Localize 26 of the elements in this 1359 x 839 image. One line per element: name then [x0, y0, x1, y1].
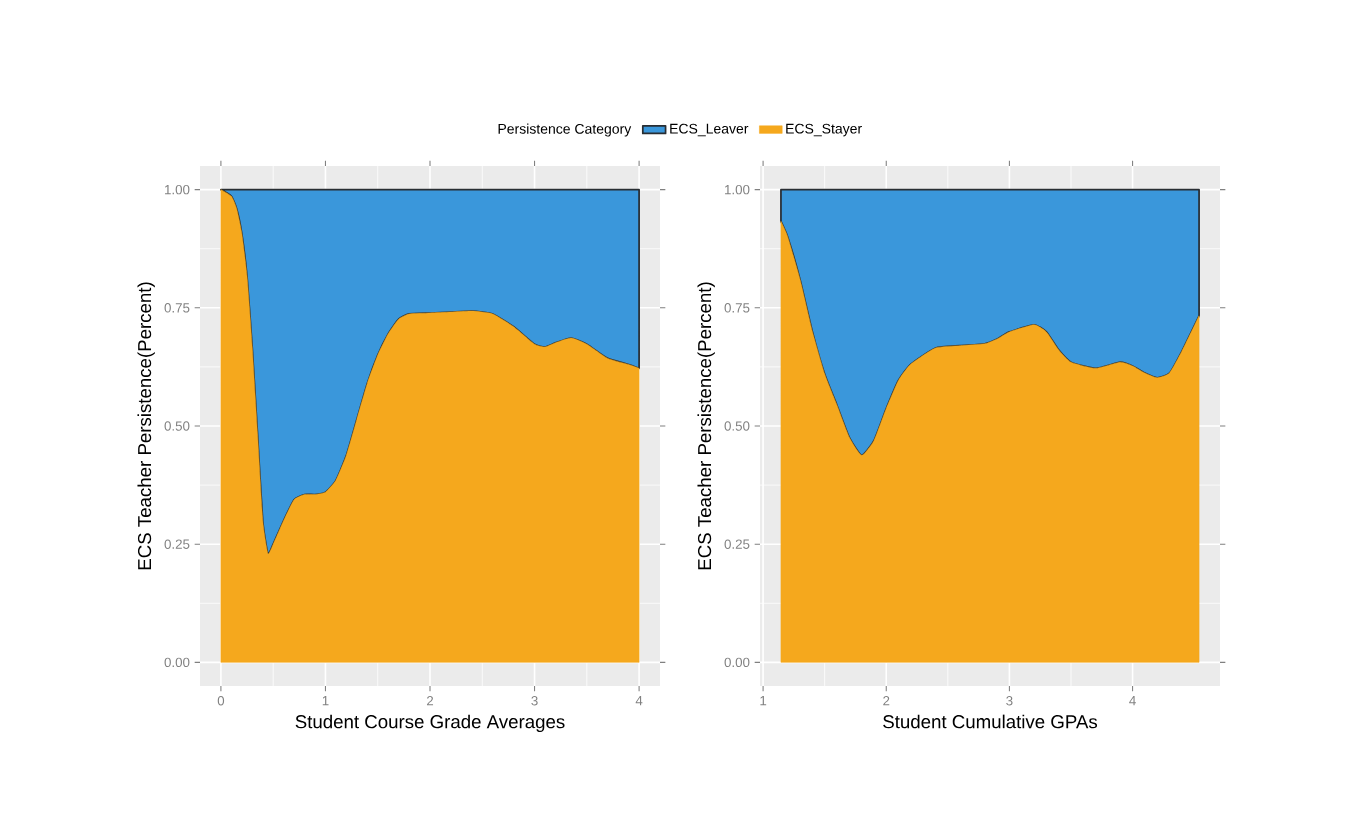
legend-title: Persistence Category [498, 123, 632, 137]
y-tick-label: 0.50 [724, 421, 750, 431]
x-axis-title: Student Course Grade Averages [295, 714, 565, 733]
x-tick-label: 4 [635, 696, 643, 706]
y-tick-label: 0.25 [724, 539, 750, 549]
legend-label: ECS_Stayer [786, 123, 862, 137]
y-tick-label: 0.00 [724, 657, 750, 668]
x-axis-title: Student Cumulative GPAs [883, 714, 1098, 729]
x-tick-label: 1 [322, 696, 329, 706]
y-tick-label: 0.00 [164, 657, 190, 668]
y-axis-title: ECS Teacher Persistence(Percent) [697, 282, 715, 570]
x-tick-label: 1 [760, 696, 767, 706]
x-tick-label: 0 [217, 696, 225, 706]
y-tick-label: 1.00 [165, 184, 190, 195]
y-tick-label: 0.25 [164, 539, 190, 549]
y-tick-label: 0.50 [164, 421, 190, 431]
y-tick-label: 1.00 [725, 184, 750, 195]
y-axis-title: ECS Teacher Persistence(Percent) [137, 282, 155, 570]
legend-label: ECS_Leaver [670, 123, 749, 137]
y-tick-label: 0.75 [724, 303, 750, 313]
x-tick-label: 4 [1129, 696, 1136, 706]
x-tick-label: 3 [1006, 696, 1013, 706]
x-tick-label: 2 [883, 696, 890, 706]
x-tick-label: 3 [531, 696, 538, 706]
y-tick-label: 0.75 [164, 303, 190, 313]
x-tick-label: 2 [426, 696, 434, 706]
